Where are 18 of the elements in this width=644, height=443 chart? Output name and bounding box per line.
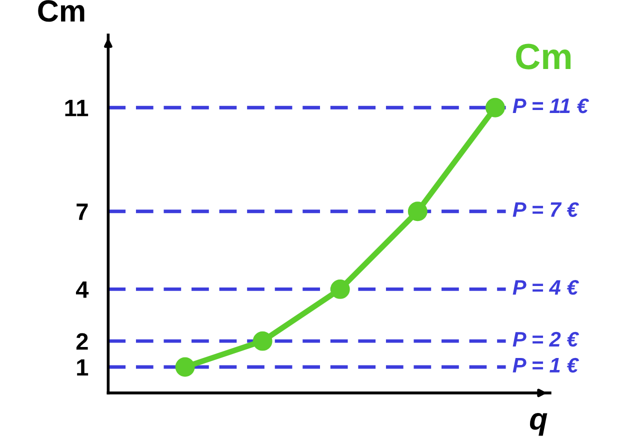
y-tick-label: 7: [76, 204, 88, 220]
y-tick-label: 11: [65, 100, 88, 116]
point: [485, 98, 505, 118]
x-axis-title: q: [530, 412, 548, 436]
ref-line-label: P = 7 €: [512, 202, 579, 217]
y-tick-label: 2: [76, 333, 88, 350]
point: [175, 357, 195, 377]
y-tick-label: 1: [77, 359, 88, 376]
series-label: Cm: [516, 44, 571, 70]
ref-line-label: P = 4 €: [512, 280, 579, 295]
y-tick-label: 4: [76, 282, 89, 298]
ref-line-label: P = 1 €: [512, 358, 579, 373]
point: [408, 202, 428, 222]
ref-line-label: P = 11 €: [512, 98, 590, 114]
ref-line-label: P = 2 €: [512, 332, 579, 347]
point: [330, 279, 350, 299]
y-axis-title: Cm: [38, 0, 84, 22]
point: [252, 331, 272, 351]
